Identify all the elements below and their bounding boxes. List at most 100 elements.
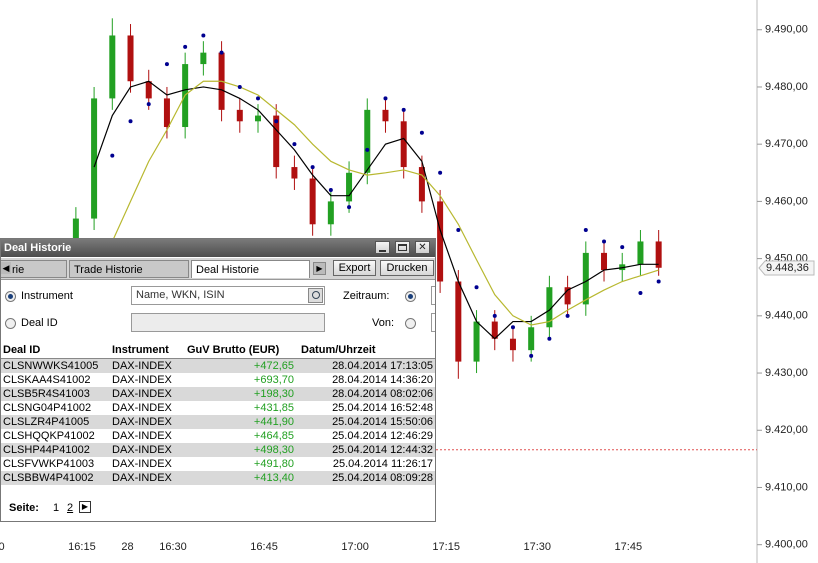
export-button[interactable]: Export xyxy=(333,260,376,276)
sar-dot xyxy=(110,153,115,158)
table-cell: 25.04.2014 12:44:32 xyxy=(332,444,433,456)
label: Deal ID xyxy=(21,317,58,329)
tab-scroll-right[interactable]: ▶ xyxy=(313,262,326,275)
sar-dot xyxy=(565,313,570,318)
search-icon[interactable] xyxy=(308,288,323,303)
candle-body xyxy=(528,327,535,351)
sar-dot xyxy=(219,50,224,55)
candle-body xyxy=(509,338,516,351)
sar-dot xyxy=(310,165,315,170)
moving-average xyxy=(111,80,659,326)
moving-average xyxy=(93,80,659,340)
sar-dot xyxy=(146,102,151,107)
x-tick-label: 16:30 xyxy=(159,541,187,553)
placeholder: Name, WKN, ISIN xyxy=(136,289,225,301)
table-cell: DAX-INDEX xyxy=(112,430,172,442)
sar-dot xyxy=(255,96,260,101)
table-cell: CLSFVWKP41003 xyxy=(3,458,95,470)
table-row[interactable]: CLSLZR4P41005 DAX-INDEX +441,90 25.04.2014 … xyxy=(1,415,435,429)
table-cell: 28.04.2014 17:13:05 xyxy=(332,360,433,372)
radio-instrument[interactable] xyxy=(5,291,16,302)
y-tick-label: 9.460,00 xyxy=(765,195,808,207)
close-button[interactable]: ✕ xyxy=(415,241,430,254)
candle-body xyxy=(473,321,480,362)
candle-body xyxy=(254,115,261,122)
sar-dot xyxy=(237,84,242,89)
table-row[interactable]: CLSFVWKP41003 DAX-INDEX +491,80 25.04.2014 … xyxy=(1,457,435,471)
candle-body xyxy=(163,98,170,128)
tab[interactable]: Trade Historie xyxy=(69,260,189,278)
table-cell: +198,30 xyxy=(253,388,294,400)
y-tick-label: 9.430,00 xyxy=(765,367,808,379)
table-row[interactable]: CLSNG04P41002 DAX-INDEX +431,85 25.04.2014 … xyxy=(1,401,435,415)
sar-dot xyxy=(328,187,333,192)
candle-body xyxy=(418,167,425,202)
table-row[interactable]: CLSHQQKP41002 DAX-INDEX +464,85 25.04.2014 … xyxy=(1,429,435,443)
table-row[interactable]: CLSHP44P41002 DAX-INDEX +498,30 25.04.2014 … xyxy=(1,443,435,457)
column-header: Instrument xyxy=(112,344,169,356)
sar-dot xyxy=(602,239,607,244)
radio-von[interactable] xyxy=(405,318,416,329)
x-tick-label: 17:30 xyxy=(523,541,551,553)
table-cell: +693,70 xyxy=(253,374,294,386)
sar-dot xyxy=(183,44,188,49)
sar-dot xyxy=(547,336,552,341)
radio-zeitraum[interactable] xyxy=(405,291,416,302)
table-cell: DAX-INDEX xyxy=(112,360,172,372)
x-tick-label: 16:00 xyxy=(0,541,5,553)
page-link[interactable]: 2 xyxy=(67,502,74,514)
table-cell: 28.04.2014 08:02:06 xyxy=(332,388,433,400)
candle-body xyxy=(601,252,608,271)
candle-body xyxy=(382,109,389,122)
instrument-input[interactable]: Name, WKN, ISIN xyxy=(131,286,325,305)
table-cell: DAX-INDEX xyxy=(112,402,172,414)
x-tick-label: 17:15 xyxy=(432,541,460,553)
table-cell: 25.04.2014 11:26:17 xyxy=(332,458,433,470)
candle-body xyxy=(346,172,353,202)
radio-deal-id[interactable] xyxy=(5,318,16,329)
next-page[interactable]: ▶ xyxy=(79,501,91,513)
print-button[interactable]: Drucken xyxy=(380,260,434,276)
sar-dot xyxy=(510,325,515,330)
y-tick-label: 9.410,00 xyxy=(765,481,808,493)
table-cell: DAX-INDEX xyxy=(112,458,172,470)
table-row[interactable]: CLSNWWKS41005 DAX-INDEX +472,65 28.04.2014 … xyxy=(1,359,435,373)
table-cell: +472,65 xyxy=(253,360,294,372)
table-cell: 28.04.2014 14:36:20 xyxy=(332,374,433,386)
tab-label: rie xyxy=(12,264,25,276)
tab[interactable]: rie xyxy=(1,260,67,278)
x-tick-label: 16:45 xyxy=(250,541,278,553)
candle-body xyxy=(291,167,298,179)
candle-body xyxy=(273,115,280,168)
tab-active[interactable]: Deal Historie xyxy=(191,260,310,278)
date-input[interactable] xyxy=(431,313,435,332)
table-row[interactable]: CLSKAA4S41002 DAX-INDEX +693,70 28.04.2014 … xyxy=(1,373,435,387)
table-row[interactable]: CLSB5R4S41003 DAX-INDEX +198,30 28.04.2014 … xyxy=(1,387,435,401)
table-cell: +491,80 xyxy=(253,458,294,470)
candle-body xyxy=(582,252,589,305)
x-tick-label: 17:45 xyxy=(615,541,643,553)
sar-dot xyxy=(128,119,133,124)
column-header: GuV Brutto (EUR) xyxy=(187,344,280,356)
deal-id-input[interactable] xyxy=(131,313,325,332)
maximize-button[interactable] xyxy=(395,241,410,254)
table-row[interactable]: CLSBBW4P41002 DAX-INDEX +413,40 25.04.2014 … xyxy=(1,471,435,485)
table-cell: 25.04.2014 12:46:29 xyxy=(332,430,433,442)
table-cell: 25.04.2014 08:09:28 xyxy=(332,472,433,484)
tab-scroll-left[interactable]: ◀ xyxy=(1,262,11,274)
table-cell: 25.04.2014 15:50:06 xyxy=(332,416,433,428)
minimize-button[interactable] xyxy=(375,241,390,254)
sar-dot xyxy=(438,170,443,175)
table-cell: CLSNWWKS41005 xyxy=(3,360,99,372)
sar-dot xyxy=(365,147,370,152)
deal-history-window: Deal Historie ✕ rie ◀ Trade Historie Dea… xyxy=(0,238,436,522)
table-cell: CLSKAA4S41002 xyxy=(3,374,91,386)
tab-label: Deal Historie xyxy=(196,264,259,276)
date-input[interactable] xyxy=(431,286,435,305)
sar-dot xyxy=(201,33,206,38)
pagination-label: Seite: xyxy=(9,502,39,514)
page-link[interactable]: 1 xyxy=(53,502,60,514)
candle-body xyxy=(327,201,334,225)
table-cell: CLSB5R4S41003 xyxy=(3,388,90,400)
